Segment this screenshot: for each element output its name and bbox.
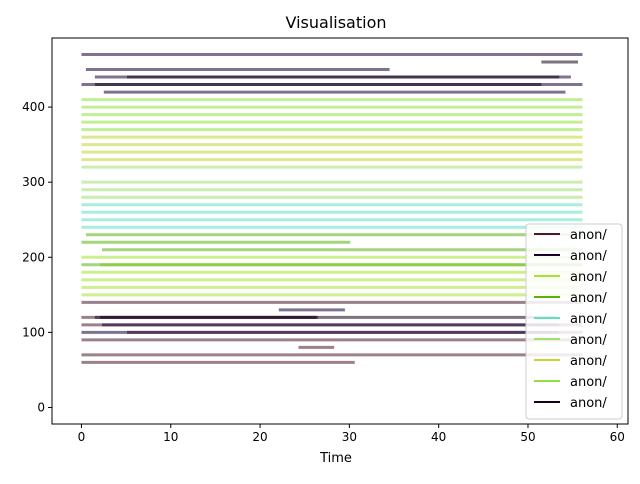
plot-frame [51,37,629,425]
legend-entry-label: anon/ [570,228,607,243]
x-tick-label: 30 [342,430,357,444]
legend-entry-label: anon/ [570,375,607,390]
legend-entry-label: anon/ [570,249,607,264]
x-tick-label: 50 [520,430,535,444]
legend-entry-label: anon/ [570,333,607,348]
chart-title: Visualisation [286,13,387,32]
x-tick-label: 10 [163,430,178,444]
legend: anon/anon/anon/anon/anon/anon/anon/anon/… [525,223,623,420]
x-tick-label: 40 [431,430,446,444]
y-tick-label: 300 [22,175,45,189]
legend-entry-label: anon/ [570,354,607,369]
y-tick-label: 200 [22,250,45,264]
legend-box [525,223,623,420]
x-axis: 0 10 20 30 40 50 60 [78,424,625,444]
x-tick-label: 0 [78,430,86,444]
y-tick-label: 100 [22,325,45,339]
x-tick-label: 60 [610,430,625,444]
legend-entry-label: anon/ [570,312,607,327]
legend-entry-label: anon/ [570,396,607,411]
x-tick-label: 20 [252,430,267,444]
y-tick-label: 0 [37,400,45,414]
y-axis: 0 100 200 300 400 [22,100,52,414]
series-lines [81,53,583,364]
y-tick-label: 400 [22,100,45,114]
legend-entry-label: anon/ [570,270,607,285]
x-axis-label: Time [319,451,352,466]
legend-entry-label: anon/ [570,291,607,306]
